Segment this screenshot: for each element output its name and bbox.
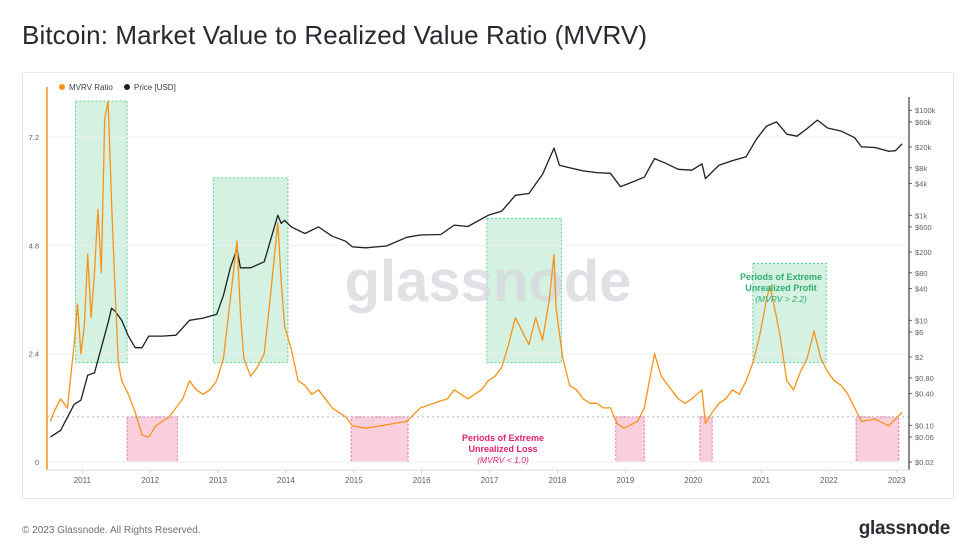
right-tick-label: $0.02 xyxy=(915,458,934,467)
legend-price-swatch xyxy=(124,84,130,90)
right-tick-label: $1k xyxy=(915,211,927,220)
right-tick-label: $600 xyxy=(915,223,932,232)
right-tick-label: $2 xyxy=(915,353,923,362)
loss-annotation-line2: Unrealized Loss xyxy=(468,444,537,454)
profit-annotation-line1: Periods of Extreme xyxy=(740,272,822,282)
left-tick-label: 0 xyxy=(35,458,39,467)
left-tick-label: 2.4 xyxy=(29,350,39,359)
right-tick-label: $4k xyxy=(915,180,927,189)
profit-band xyxy=(486,217,562,364)
copyright-footer: © 2023 Glassnode. All Rights Reserved. xyxy=(22,525,201,536)
x-tick-label: 2016 xyxy=(413,476,431,485)
right-tick-label: $40 xyxy=(915,285,928,294)
profit-annotation-line3: (MVRV > 2.2) xyxy=(755,294,807,304)
right-tick-label: $100k xyxy=(915,106,936,115)
right-tick-label: $20k xyxy=(915,143,932,152)
x-tick-label: 2022 xyxy=(820,476,838,485)
x-tick-label: 2018 xyxy=(549,476,567,485)
right-tick-label: $80 xyxy=(915,269,928,278)
right-tick-label: $0.80 xyxy=(915,374,934,383)
right-tick-label: $0.40 xyxy=(915,390,934,399)
left-tick-label: 4.8 xyxy=(29,241,39,250)
right-tick-label: $6 xyxy=(915,328,923,337)
watermark: glassnode xyxy=(345,249,632,314)
chart-panel: glassnode 0 2.4 4.8 7.2 $100k $60k $20k $8k $4k $… xyxy=(22,72,954,499)
x-tick-label: 2020 xyxy=(684,476,702,485)
mvrv-chart: glassnode 0 2.4 4.8 7.2 $100k $60k $20k $8k $4k $… xyxy=(29,83,936,485)
loss-band xyxy=(126,416,178,463)
loss-band xyxy=(615,416,645,463)
x-tick-label: 2017 xyxy=(481,476,499,485)
profit-band xyxy=(75,100,128,364)
loss-annotation-line1: Periods of Extreme xyxy=(462,433,544,443)
x-tick-label: 2014 xyxy=(277,476,295,485)
right-tick-label: $0.10 xyxy=(915,421,934,430)
right-tick-label: $200 xyxy=(915,248,932,257)
right-tick-label: $10 xyxy=(915,316,928,325)
x-tick-label: 2019 xyxy=(616,476,634,485)
legend-mvrv-label: MVRV Ratio xyxy=(69,83,113,92)
profit-band xyxy=(752,263,827,364)
price-line xyxy=(50,119,903,438)
x-tick-label: 2013 xyxy=(209,476,227,485)
left-tick-label: 7.2 xyxy=(29,133,39,142)
x-tick-label: 2023 xyxy=(888,476,906,485)
profit-annotation-line2: Unrealized Profit xyxy=(745,283,817,293)
glassnode-logo: glassnode xyxy=(858,518,951,539)
mvrv-line xyxy=(49,100,903,438)
legend-price-label: Price [USD] xyxy=(134,83,176,92)
x-tick-label: 2011 xyxy=(74,476,92,485)
right-tick-label: $0.06 xyxy=(915,433,934,442)
page-title: Bitcoin: Market Value to Realized Value … xyxy=(22,20,648,50)
x-tick-label: 2012 xyxy=(141,476,159,485)
right-tick-label: $8k xyxy=(915,164,927,173)
loss-band xyxy=(699,416,713,463)
right-tick-label: $60k xyxy=(915,118,932,127)
loss-band xyxy=(350,416,409,463)
legend-mvrv-swatch xyxy=(59,84,65,90)
x-tick-label: 2015 xyxy=(345,476,363,485)
loss-annotation-line3: (MVRV < 1.0) xyxy=(477,455,529,465)
x-tick-label: 2021 xyxy=(752,476,770,485)
profit-band xyxy=(212,177,289,364)
loss-band xyxy=(855,416,900,463)
